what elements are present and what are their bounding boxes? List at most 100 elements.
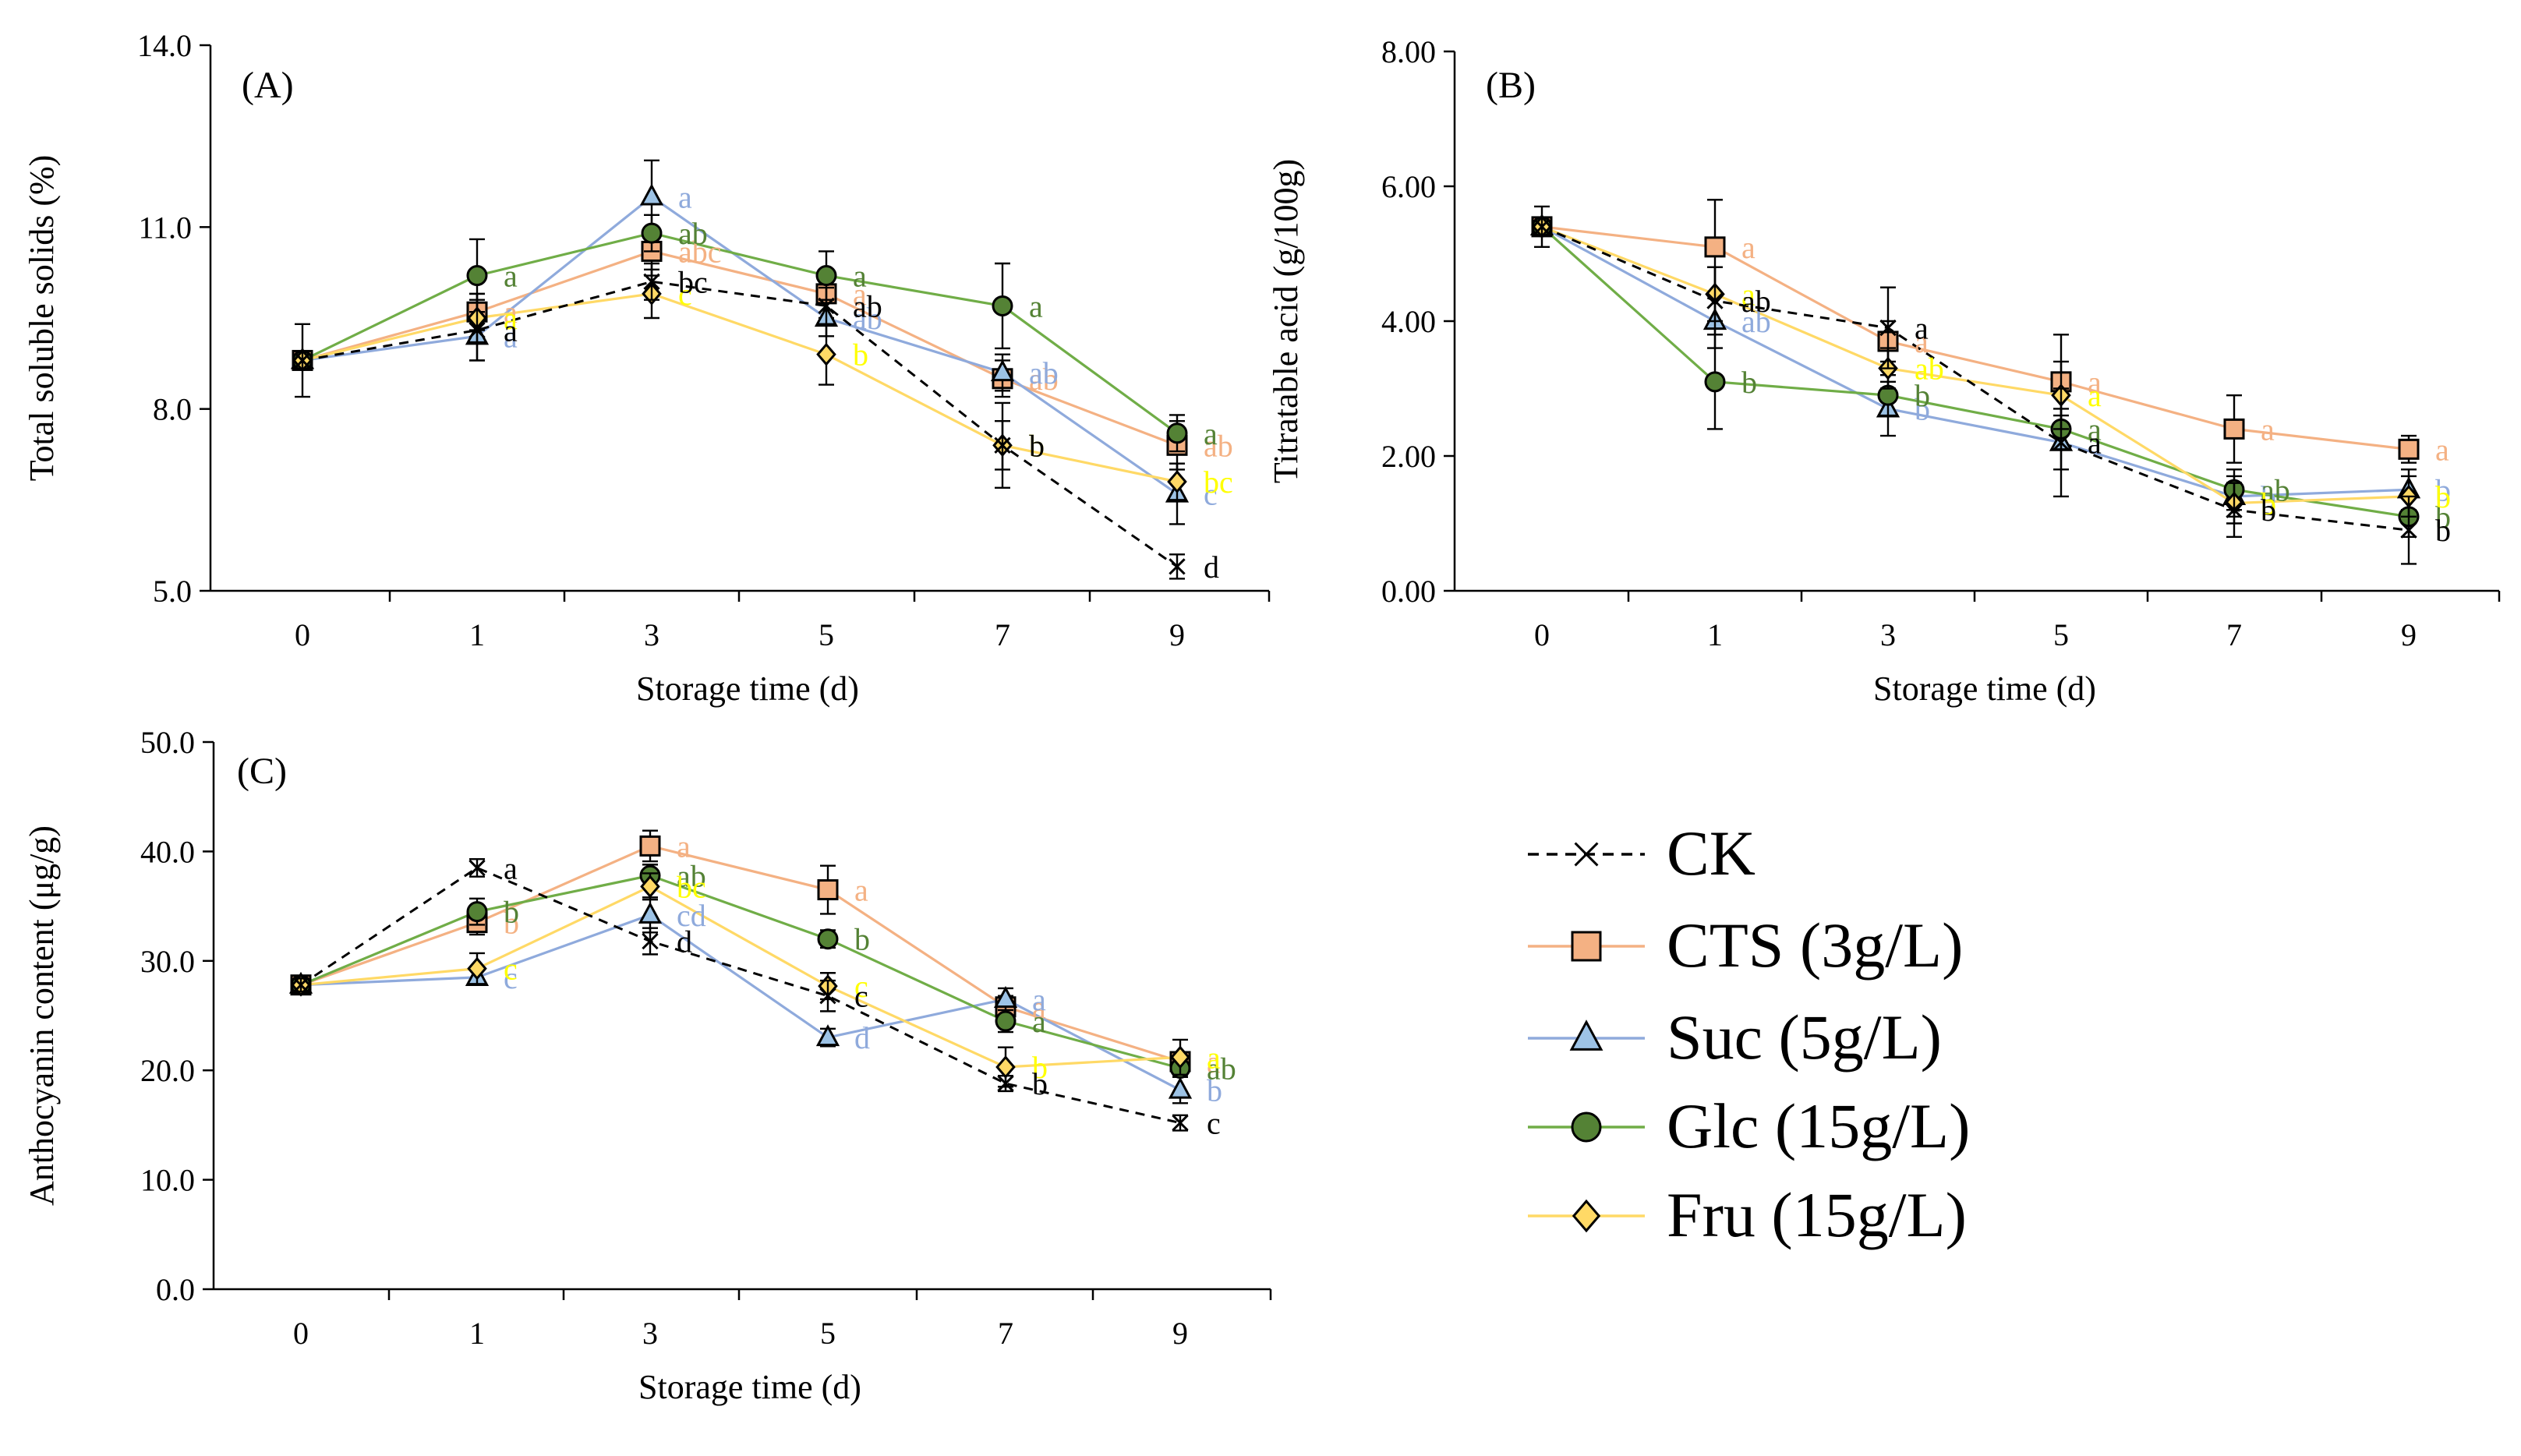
data-point-c-ck-4-stroke-2 [997,1075,1014,1092]
data-point-b-cts-1 [1704,236,1726,258]
panel-label-b: (B) [1486,65,1536,106]
data-point-c-ck-0-stroke-2 [292,977,309,994]
sig-letter-b-suc-2: b [1915,391,1930,426]
sig-letter-c-suc-4: a [1032,982,1046,1017]
sig-letter-a-suc-3: ab [853,301,882,336]
sig-letter-b-fru-2: ab [1915,352,1944,387]
sig-letter-c-ck-2: d [677,924,692,959]
x-tick-label-a-2: 3 [644,617,659,652]
legend-label-cts: CTS (3g/L) [1667,910,1963,981]
data-point-c-ck-2 [642,932,659,950]
sig-letter-c-glc-3: b [854,922,870,957]
sig-letter-b-suc-5: b [2435,472,2451,507]
y-axis-title-c: Anthocyanin content (μg/g) [23,825,61,1206]
x-axis-title-a: Storage time (d) [636,670,859,708]
legend-symbol-ck-stroke-2 [1574,842,1599,867]
data-point-c-ck-1 [468,859,486,877]
sig-letter-a-cts-4: ab [1029,362,1059,397]
legend-symbol-suc [1569,1020,1603,1051]
sig-letter-c-suc-5: b [1207,1073,1222,1108]
x-tick-label-b-5: 9 [2401,617,2417,652]
sig-letter-c-glc-5: ab [1207,1051,1236,1086]
sig-letter-a-suc-2: a [678,179,692,214]
data-point-c-glc-4 [995,1010,1017,1032]
data-point-a-ck-1-stroke-2 [468,321,486,339]
data-point-c-ck-0 [292,977,309,994]
y-tick-label-c-3: 30.0 [140,944,195,979]
sig-letter-b-fru-1: a [1741,277,1756,312]
series-line-a-glc [302,231,1178,435]
sig-letter-a-suc-1: a [504,319,518,354]
sig-letter-b-cts-3: a [2088,365,2102,400]
series-line-c-glc [300,874,1181,1069]
data-point-c-glc-1 [466,901,488,923]
sig-letter-c-suc-2: cd [677,898,706,933]
sig-letter-c-cts-2: a [677,829,691,864]
y-tick-label-c-5: 50.0 [140,725,195,760]
sig-letter-c-ck-4: b [1032,1066,1048,1101]
x-tick-label-b-2: 3 [1880,617,1896,652]
x-tick-label-b-1: 1 [1707,617,1723,652]
data-point-b-ck-5-stroke-2 [2400,521,2417,539]
sig-letter-b-glc-3: a [2088,412,2102,447]
sig-letter-a-suc-5: c [1204,477,1218,512]
sig-letter-a-glc-1: a [504,259,518,294]
y-axis-title-b: Titratable acid (g/100g) [1267,159,1305,483]
data-point-a-ck-3 [818,297,835,315]
data-point-b-ck-5 [2400,521,2417,539]
data-point-a-ck-5 [1169,558,1186,575]
y-tick-label-a-2: 11.0 [138,210,192,245]
y-tick-label-b-3: 6.00 [1381,169,1436,204]
data-point-a-ck-4-stroke-2 [994,436,1011,454]
data-point-b-ck-2 [1879,319,1897,337]
sig-letter-c-suc-1: c [504,960,518,995]
sig-letter-b-cts-5: a [2435,432,2449,467]
sig-letter-a-fru-4: b [1029,428,1045,463]
sig-letter-b-glc-5: b [2435,500,2451,535]
sig-letter-c-fru-2: bc [677,869,706,904]
data-point-c-suc-3 [815,1024,840,1047]
sig-letter-c-fru-5: a [1207,1040,1221,1075]
sig-letter-b-ck-2: a [1915,311,1929,346]
chart-panel-a: 5.0 8.0 11.0 14.0 0 1 3 5 7 9 Storage time (d) Tota… [23,28,1271,708]
sig-letter-c-cts-1: b [504,906,519,941]
legend-symbol-glc [1571,1111,1602,1143]
data-point-a-ck-5-stroke-2 [1169,558,1186,575]
data-point-a-ck-2 [643,273,660,290]
sig-letter-b-cts-2: a [1915,324,1929,359]
data-point-a-ck-3-stroke-2 [818,297,835,315]
sig-letter-c-ck-1: a [504,850,518,885]
series-line-a-cts [302,249,1178,447]
sig-letter-a-ck-5: d [1204,550,1219,585]
data-point-a-ck-0 [294,352,311,369]
x-tick-label-b-0: 0 [1534,617,1550,652]
data-point-b-glc-1 [1704,371,1726,393]
y-tick-label-c-0: 0.0 [156,1272,195,1307]
data-point-b-ck-1-stroke-2 [1706,292,1724,309]
y-tick-label-a-3: 14.0 [137,28,192,63]
sig-letter-c-suc-3: d [854,1020,870,1055]
legend-item-cts: CTS (3g/L) [1528,910,1963,981]
sig-letter-b-suc-1: ab [1741,304,1771,339]
legend-item-suc: Suc (5g/L) [1528,1002,1942,1073]
data-point-b-cts-4 [2223,418,2245,440]
legend-symbol-fru [1572,1199,1601,1233]
legend-label-fru: Fru (15g/L) [1667,1179,1967,1250]
legend-item-glc: Glc (15g/L) [1528,1090,1970,1161]
sig-letter-b-fru-4: b [2261,486,2276,521]
sig-letter-c-glc-4: a [1032,1004,1046,1039]
legend-marker-suc [1569,1020,1603,1051]
data-point-c-cts-2 [639,835,661,857]
data-point-b-ck-4 [2226,501,2243,518]
series-line-b-glc [1540,225,2410,518]
sig-letter-c-cts-5: a [1207,1044,1221,1080]
y-tick-label-b-0: 0.00 [1381,574,1436,609]
data-point-c-suc-5 [1168,1076,1193,1099]
sig-letter-a-fru-5: bc [1204,465,1233,500]
sig-letter-a-ck-4: b [1029,428,1045,463]
data-point-b-ck-3-stroke-2 [2053,434,2070,451]
sig-letter-a-cts-1: a [504,295,518,330]
y-tick-label-a-1: 8.0 [153,392,192,427]
